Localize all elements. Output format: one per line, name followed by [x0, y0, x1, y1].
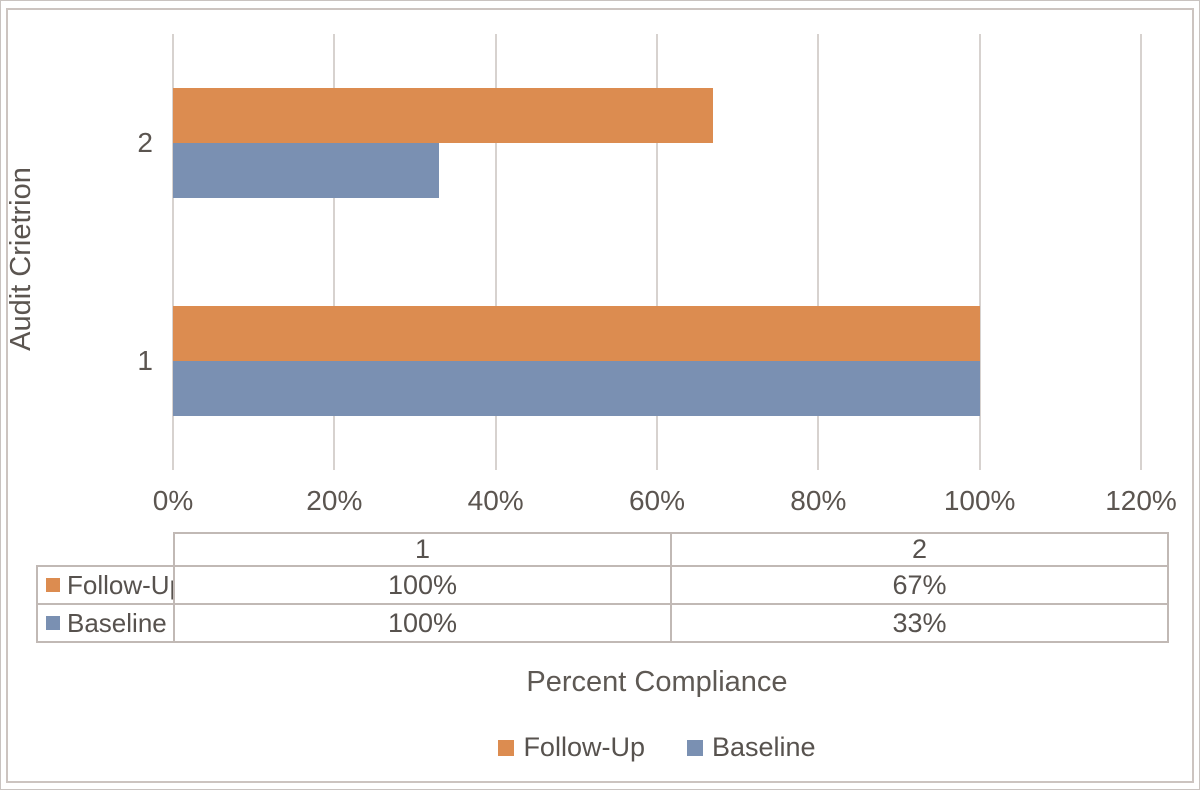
- table-row-follow-up: Follow-Up 100% 67%: [36, 565, 1169, 605]
- follow-up-swatch-icon: [46, 577, 60, 592]
- chart-data-table: 1 2 Follow-Up 100% 67% Baseline 100% 33%: [36, 532, 1169, 643]
- x-tick-label: 60%: [628, 485, 686, 516]
- baseline-legend-swatch-icon: [686, 739, 703, 756]
- table-row-label: Baseline: [67, 607, 167, 638]
- x-tick-label: 80%: [790, 485, 847, 516]
- bar-follow-up-category-2: [173, 88, 714, 143]
- table-cell-baseline-1: 100%: [173, 603, 672, 643]
- table-cell-baseline-2: 33%: [670, 603, 1169, 643]
- y-category-label-2: 2: [137, 127, 153, 158]
- table-corner-cell: [37, 533, 174, 566]
- table-header-row: 1 2: [37, 532, 1169, 567]
- gridline-60%: [656, 34, 658, 470]
- bar-baseline-category-2: [173, 143, 440, 198]
- chart-legend: Follow-Up Baseline: [173, 732, 1141, 763]
- gridline-40%: [494, 34, 497, 470]
- baseline-swatch-icon: [46, 615, 60, 630]
- table-col-header-2: 2: [670, 532, 1169, 567]
- x-tick-label: 20%: [306, 485, 363, 516]
- gridline-100%: [978, 34, 981, 470]
- legend-item-follow-up: Follow-Up: [498, 732, 645, 763]
- legend-item-baseline: Baseline: [686, 732, 816, 763]
- gridline-20%: [333, 34, 336, 470]
- bar-follow-up-category-1: [173, 306, 980, 361]
- x-tick-label: 120%: [1105, 485, 1177, 516]
- x-axis-title: Percent Compliance: [526, 666, 788, 698]
- gridline-80%: [817, 34, 820, 470]
- gridline-120%: [1140, 34, 1142, 470]
- x-tick-label: 0%: [152, 485, 194, 516]
- table-cell-followup-1: 100%: [173, 565, 672, 605]
- x-tick-label: 40%: [467, 485, 524, 516]
- table-row-baseline: Baseline 100% 33%: [36, 603, 1169, 643]
- legend-label: Follow-Up: [523, 732, 645, 762]
- bar-baseline-category-1: [173, 361, 980, 416]
- table-cell-followup-2: 67%: [670, 565, 1169, 605]
- y-category-label-1: 1: [137, 345, 153, 376]
- table-row-label: Follow-Up: [67, 569, 174, 600]
- table-col-header-1: 1: [173, 532, 672, 567]
- x-tick-label: 100%: [943, 485, 1016, 516]
- gridline-0%: [172, 34, 174, 470]
- legend-label: Baseline: [711, 732, 816, 762]
- y-axis-title: Audit Crietrion: [5, 167, 37, 351]
- follow-up-legend-swatch-icon: [498, 739, 515, 756]
